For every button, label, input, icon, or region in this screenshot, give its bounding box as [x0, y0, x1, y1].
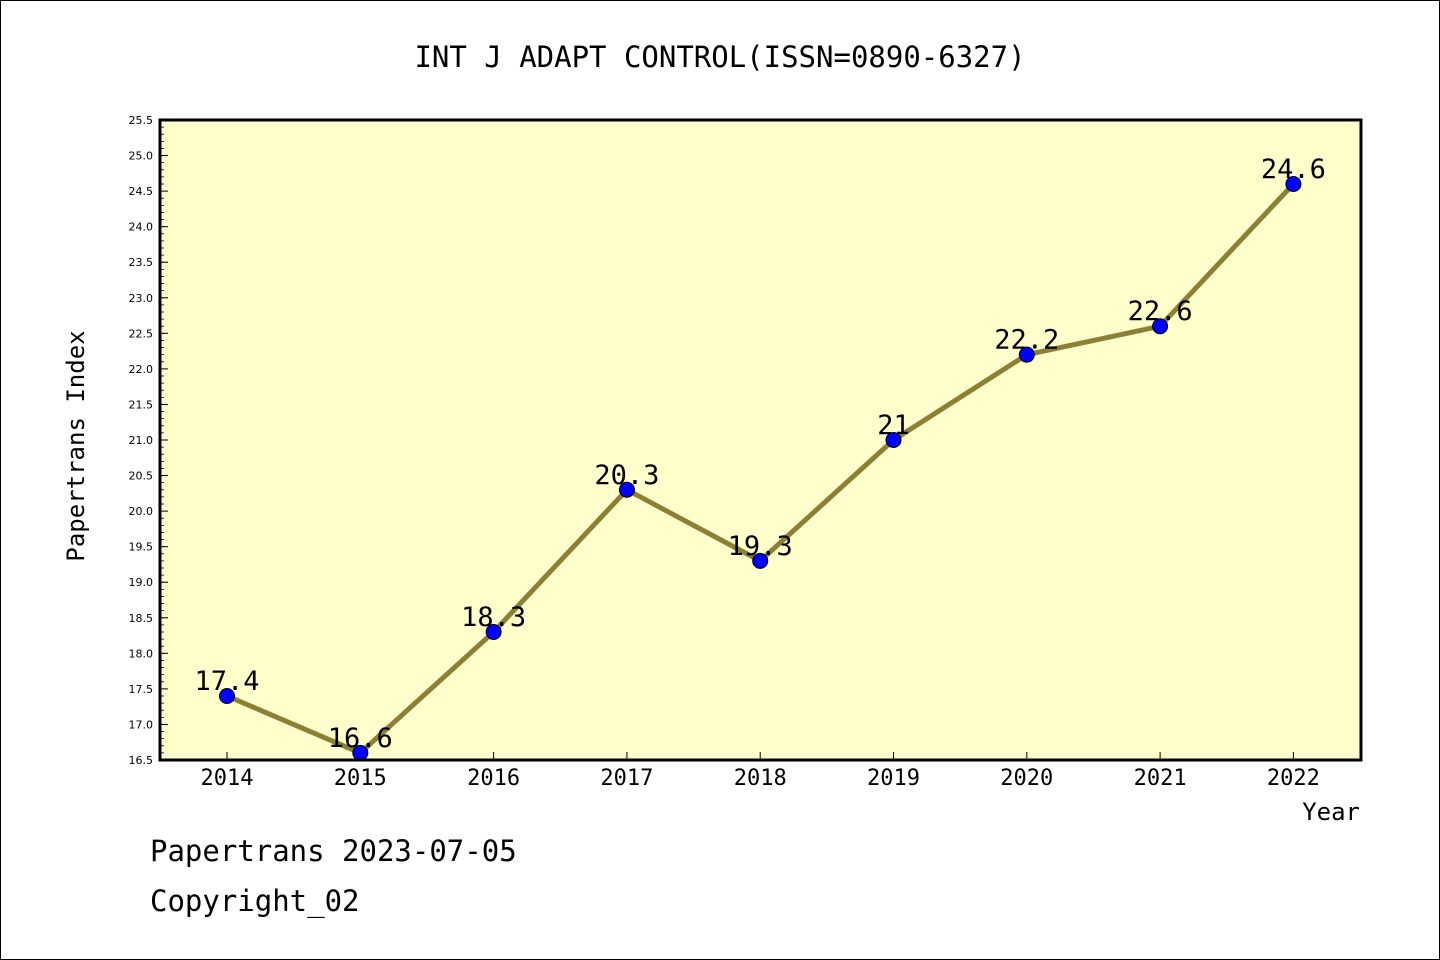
- y-tick-label: 19.0: [129, 576, 154, 589]
- chart-title: INT J ADAPT CONTROL(ISSN=0890-6327): [414, 40, 1025, 74]
- y-tick-label: 19.5: [129, 541, 154, 554]
- footer-copyright: Copyright_02: [150, 884, 360, 918]
- data-point-marker: [1152, 318, 1169, 335]
- y-tick-label: 23.5: [129, 256, 154, 269]
- y-tick-label: 24.5: [129, 185, 154, 198]
- x-tick-label: 2016: [467, 766, 520, 791]
- x-tick-label: 2017: [600, 766, 653, 791]
- x-axis-title: Year: [1302, 798, 1360, 826]
- y-tick-label: 22.5: [129, 327, 154, 340]
- x-tick-label: 2019: [867, 766, 920, 791]
- data-label: 18.3: [461, 602, 526, 633]
- data-point-marker: [752, 552, 769, 569]
- y-tick-label: 24.0: [129, 221, 154, 234]
- plot-area: [160, 120, 1361, 760]
- data-point-marker: [885, 432, 902, 448]
- footer-date: Papertrans 2023-07-05: [150, 834, 517, 868]
- data-point-marker: [1285, 176, 1302, 192]
- y-tick-label: 17.0: [129, 718, 154, 731]
- data-label: 24.6: [1261, 154, 1326, 185]
- data-label: 21: [877, 410, 910, 441]
- x-tick-label: 2014: [201, 766, 254, 791]
- x-tick-label: 2022: [1267, 766, 1320, 791]
- y-tick-label: 22.0: [129, 363, 154, 376]
- data-label: 22.6: [1128, 296, 1193, 327]
- y-tick-label: 17.5: [129, 683, 154, 696]
- y-tick-label: 21.0: [129, 434, 154, 447]
- x-tick-label: 2018: [734, 766, 787, 791]
- y-tick-label: 20.0: [129, 505, 154, 518]
- y-tick-label: 16.5: [129, 754, 154, 767]
- y-tick-label: 23.0: [129, 292, 154, 305]
- y-tick-label: 18.0: [129, 647, 154, 660]
- x-tick-label: 2020: [1000, 766, 1053, 791]
- y-axis-title: Papertrans Index: [62, 330, 90, 561]
- data-point-marker: [485, 624, 502, 640]
- data-label: 17.4: [194, 666, 259, 697]
- y-tick-label: 25.5: [129, 114, 154, 127]
- y-tick-label: 21.5: [129, 398, 154, 411]
- data-label: 22.2: [994, 325, 1059, 356]
- data-label: 16.6: [328, 723, 393, 754]
- y-tick-label: 20.5: [129, 470, 154, 483]
- data-point-marker: [219, 688, 235, 704]
- data-point-marker: [1018, 346, 1035, 363]
- x-tick-label: 2015: [334, 766, 387, 791]
- y-tick-label: 25.0: [129, 150, 154, 163]
- data-point-marker: [618, 481, 635, 498]
- y-tick-label: 18.5: [129, 612, 154, 625]
- data-label: 19.3: [728, 531, 793, 562]
- x-tick-label: 2021: [1134, 766, 1187, 791]
- plot-border: [158, 118, 1363, 762]
- data-label: 20.3: [594, 460, 659, 491]
